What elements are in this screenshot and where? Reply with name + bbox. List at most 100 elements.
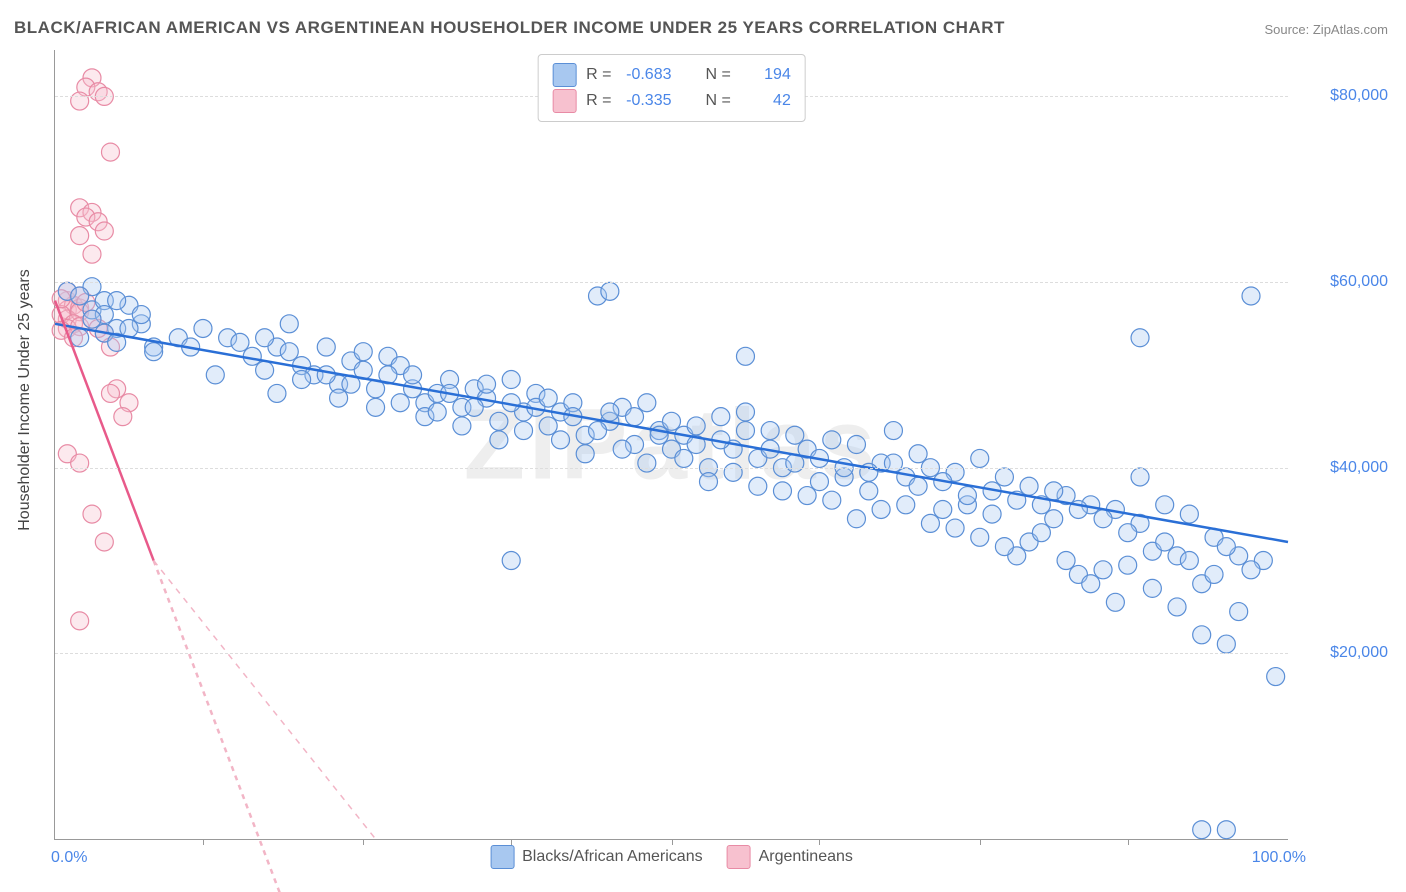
data-point <box>736 403 754 421</box>
data-point <box>958 487 976 505</box>
r-value-pink: -0.335 <box>622 92 672 110</box>
data-point <box>1094 561 1112 579</box>
data-point <box>317 338 335 356</box>
data-point <box>675 449 693 467</box>
data-point <box>761 422 779 440</box>
data-point <box>108 292 126 310</box>
n-label: N = <box>706 66 731 84</box>
swatch-blue <box>490 845 514 869</box>
data-point <box>909 477 927 495</box>
data-point <box>724 463 742 481</box>
data-point <box>1242 561 1260 579</box>
data-point <box>786 426 804 444</box>
data-point <box>1156 533 1174 551</box>
data-point <box>1230 603 1248 621</box>
data-point <box>847 436 865 454</box>
data-point <box>132 306 150 324</box>
data-point <box>83 245 101 263</box>
data-point <box>71 227 89 245</box>
data-point <box>699 473 717 491</box>
plot-area: ZIPatlas R = -0.683 N = 194 R = -0.335 N… <box>54 50 1288 840</box>
data-point <box>354 343 372 361</box>
data-point <box>293 371 311 389</box>
data-point <box>995 468 1013 486</box>
data-point <box>1057 552 1075 570</box>
gridline-h <box>55 653 1288 654</box>
data-point <box>194 319 212 337</box>
data-point <box>872 500 890 518</box>
data-point <box>638 454 656 472</box>
x-tick <box>1128 839 1129 845</box>
data-point <box>428 403 446 421</box>
data-point <box>946 519 964 537</box>
data-point <box>1106 593 1124 611</box>
data-point <box>884 422 902 440</box>
data-point <box>663 412 681 430</box>
data-point <box>971 449 989 467</box>
y-tick-label: $60,000 <box>1298 273 1388 291</box>
data-point <box>1131 468 1149 486</box>
data-point <box>712 408 730 426</box>
correlation-legend: R = -0.683 N = 194 R = -0.335 N = 42 <box>537 54 806 122</box>
data-point <box>1180 505 1198 523</box>
data-point <box>1217 821 1235 839</box>
x-max-label: 100.0% <box>1252 849 1306 867</box>
data-point <box>773 482 791 500</box>
data-point <box>749 477 767 495</box>
data-point <box>1020 477 1038 495</box>
data-point <box>1119 556 1137 574</box>
swatch-pink <box>552 89 576 113</box>
y-axis-label: Householder Income Under 25 years <box>16 269 34 530</box>
data-point <box>638 394 656 412</box>
legend-row-pink: R = -0.335 N = 42 <box>552 89 791 113</box>
data-point <box>601 403 619 421</box>
data-point <box>206 366 224 384</box>
data-point <box>1168 598 1186 616</box>
data-point <box>256 361 274 379</box>
data-point <box>1242 287 1260 305</box>
data-point <box>243 347 261 365</box>
trend-line <box>55 324 1288 542</box>
data-point <box>1217 538 1235 556</box>
data-point <box>798 487 816 505</box>
data-point <box>626 408 644 426</box>
data-point <box>490 412 508 430</box>
series-legend: Blacks/African Americans Argentineans <box>490 845 853 869</box>
data-point <box>502 552 520 570</box>
data-point <box>1193 821 1211 839</box>
data-point <box>502 371 520 389</box>
data-point <box>1131 329 1149 347</box>
data-point <box>71 329 89 347</box>
data-point <box>114 408 132 426</box>
x-tick <box>511 839 512 845</box>
x-min-label: 0.0% <box>51 849 87 867</box>
data-point <box>330 389 348 407</box>
data-point <box>971 528 989 546</box>
data-point <box>576 445 594 463</box>
data-point <box>860 482 878 500</box>
data-point <box>1082 575 1100 593</box>
data-point <box>280 315 298 333</box>
data-point <box>736 347 754 365</box>
data-point <box>736 422 754 440</box>
data-point <box>101 143 119 161</box>
data-point <box>95 533 113 551</box>
data-point <box>145 343 163 361</box>
gridline-h <box>55 468 1288 469</box>
data-point <box>83 505 101 523</box>
data-point <box>391 394 409 412</box>
data-point <box>613 440 631 458</box>
data-point <box>71 612 89 630</box>
x-tick <box>819 839 820 845</box>
data-point <box>71 454 89 472</box>
trend-line-dashed <box>154 561 376 839</box>
n-value-blue: 194 <box>741 66 791 84</box>
series-label-pink: Argentineans <box>759 848 853 866</box>
data-point <box>983 505 1001 523</box>
data-point <box>1180 552 1198 570</box>
data-point <box>823 431 841 449</box>
data-point <box>367 398 385 416</box>
swatch-blue <box>552 63 576 87</box>
data-point <box>552 431 570 449</box>
data-point <box>404 366 422 384</box>
